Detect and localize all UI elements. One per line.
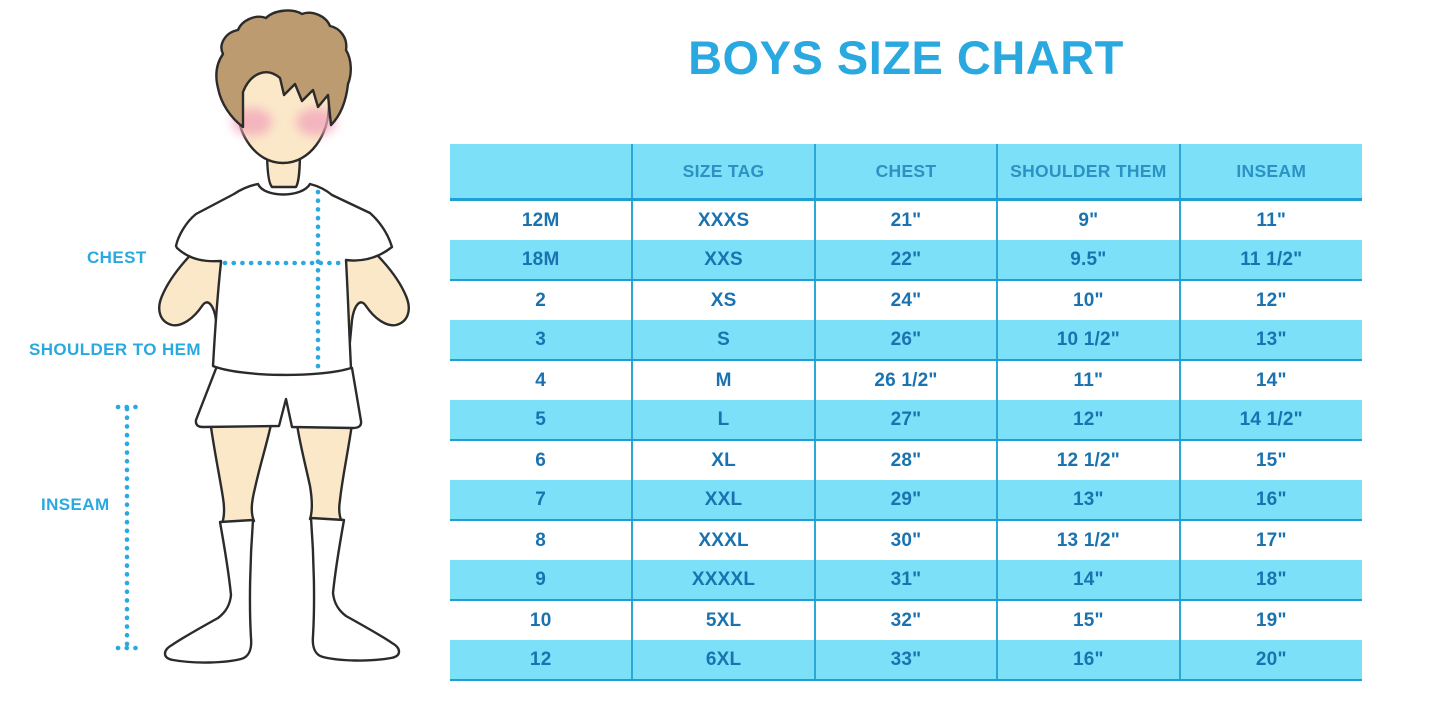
column-header: [450, 144, 633, 201]
table-cell: 19": [1178, 600, 1362, 640]
table-cell: 11": [996, 360, 1180, 400]
page-title: BOYS SIZE CHART: [688, 31, 1124, 84]
table-cell: 32": [813, 600, 998, 640]
table-cell: XXXS: [631, 199, 815, 240]
right-leg-shape: [295, 422, 354, 524]
table-cell: 3: [450, 320, 633, 361]
size-table: SIZE TAG CHEST SHOULDER THEM INSEAM 12M XXXS…: [450, 144, 1362, 681]
column-header: SIZE TAG: [631, 144, 815, 201]
chest-label: CHEST: [87, 248, 147, 267]
shirt-shape: [174, 182, 394, 377]
table-cell: 14": [1178, 360, 1362, 400]
table-cell: XXS: [631, 240, 815, 281]
table-row: 8 XXXL 30" 13 1/2" 17": [450, 520, 1362, 560]
left-sock-shape: [163, 518, 255, 664]
table-row: 5 L 27" 12" 14 1/2": [450, 400, 1362, 441]
table-cell: 12M: [521, 209, 560, 231]
table-cell: XXXL: [631, 520, 815, 560]
table-cell: 5XL: [631, 600, 815, 640]
table-cell: 18": [1178, 560, 1362, 601]
table-cell: XXXXL: [631, 560, 815, 601]
table-cell: 18M: [450, 240, 633, 281]
table-cell: L: [631, 400, 815, 441]
table-cell: 13 1/2": [996, 520, 1180, 560]
table-cell: 12": [996, 400, 1180, 441]
right-sock-shape: [309, 516, 401, 662]
table-cell: M: [631, 360, 815, 400]
table-row: 2 XS 24" 10" 12": [450, 280, 1362, 320]
table-cell: 13": [1178, 320, 1362, 361]
column-header: SHOULDER THEM: [996, 144, 1180, 201]
table-cell: 29": [813, 480, 998, 521]
shoulder-to-hem-label: SHOULDER TO HEM: [29, 340, 201, 359]
table-cell: 20": [1178, 640, 1362, 681]
table-cell: 33": [813, 640, 998, 681]
table-cell: 12 1/2": [996, 440, 1180, 480]
table-cell: 10": [996, 280, 1180, 320]
table-cell: 30": [813, 520, 998, 560]
table-cell: 8: [535, 529, 547, 551]
table-cell: 9": [996, 199, 1180, 240]
table-cell: S: [631, 320, 815, 361]
table-row: 9 XXXXL 31" 14" 18": [450, 560, 1362, 601]
table-cell: 10: [529, 609, 552, 631]
table-row: 12M XXXS 21" 9" 11": [450, 199, 1362, 240]
table-cell: 15": [1178, 440, 1362, 480]
table-cell: 11 1/2": [1178, 240, 1362, 281]
table-header-row: SIZE TAG CHEST SHOULDER THEM INSEAM: [450, 144, 1362, 201]
left-leg-shape: [208, 418, 274, 526]
table-cell: 16": [1178, 480, 1362, 521]
table-row: 10 5XL 32" 15" 19": [450, 600, 1362, 640]
table-cell: 13": [996, 480, 1180, 521]
table-cell: 14 1/2": [1178, 400, 1362, 441]
table-row: 12 6XL 33" 16" 20": [450, 640, 1362, 681]
table-cell: 14": [996, 560, 1180, 601]
table-cell: 21": [813, 199, 998, 240]
column-header: INSEAM: [1178, 144, 1362, 201]
table-cell: 24": [813, 280, 998, 320]
inseam-label: INSEAM: [41, 495, 110, 514]
table-cell: 26 1/2": [813, 360, 998, 400]
table-cell: 6: [535, 449, 547, 471]
table-cell: 12": [1178, 280, 1362, 320]
boy-illustration: CHEST SHOULDER TO HEM INSEAM: [0, 0, 450, 723]
table-cell: 12: [450, 640, 633, 681]
boy-figure-drawing: [115, 9, 410, 664]
right-blush: [296, 108, 336, 136]
shorts-shape: [194, 364, 363, 430]
table-row: 18M XXS 22" 9.5" 11 1/2": [450, 240, 1362, 281]
table-row: 3 S 26" 10 1/2" 13": [450, 320, 1362, 361]
table-cell: 10 1/2": [996, 320, 1180, 361]
table-row: 4 M 26 1/2" 11" 14": [450, 360, 1362, 400]
table-cell: XL: [631, 440, 815, 480]
table-cell: XS: [631, 280, 815, 320]
table-cell: 4: [535, 369, 547, 391]
table-cell: 6XL: [631, 640, 815, 681]
table-cell: 17": [1178, 520, 1362, 560]
size-table-body: 12M XXXS 21" 9" 11" 18M XXS 22" 9.5" 11 1/2" 2 XS 24…: [450, 199, 1362, 681]
table-cell: 7: [450, 480, 633, 521]
table-cell: 9.5": [996, 240, 1180, 281]
table-cell: 27": [813, 400, 998, 441]
table-row: 7 XXL 29" 13" 16": [450, 480, 1362, 521]
table-cell: 2: [535, 289, 547, 311]
table-cell: 15": [996, 600, 1180, 640]
table-cell: 22": [813, 240, 998, 281]
column-header: CHEST: [813, 144, 998, 201]
table-cell: 5: [450, 400, 633, 441]
table-cell: 9: [450, 560, 633, 601]
table-cell: 28": [813, 440, 998, 480]
table-cell: 26": [813, 320, 998, 361]
table-cell: 31": [813, 560, 998, 601]
hair-shape: [215, 9, 352, 129]
table-row: 6 XL 28" 12 1/2" 15": [450, 440, 1362, 480]
table-cell: 11": [1178, 199, 1362, 240]
table-cell: XXL: [631, 480, 815, 521]
table-cell: 16": [996, 640, 1180, 681]
